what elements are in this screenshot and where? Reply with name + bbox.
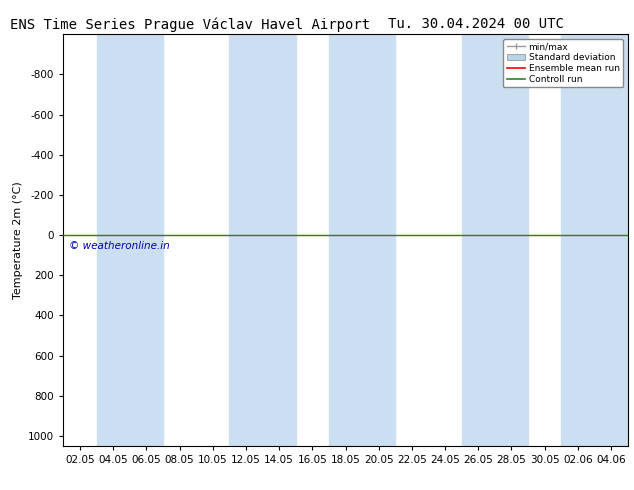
Bar bbox=[561, 34, 628, 446]
Bar bbox=[329, 34, 396, 446]
Legend: min/max, Standard deviation, Ensemble mean run, Controll run: min/max, Standard deviation, Ensemble me… bbox=[503, 39, 623, 87]
Text: Tu. 30.04.2024 00 UTC: Tu. 30.04.2024 00 UTC bbox=[387, 17, 564, 31]
Text: ENS Time Series Prague Václav Havel Airport: ENS Time Series Prague Václav Havel Airp… bbox=[10, 17, 370, 32]
Bar bbox=[230, 34, 295, 446]
Bar bbox=[96, 34, 163, 446]
Text: © weatheronline.in: © weatheronline.in bbox=[69, 241, 170, 251]
Bar bbox=[462, 34, 528, 446]
Y-axis label: Temperature 2m (°C): Temperature 2m (°C) bbox=[13, 181, 23, 299]
